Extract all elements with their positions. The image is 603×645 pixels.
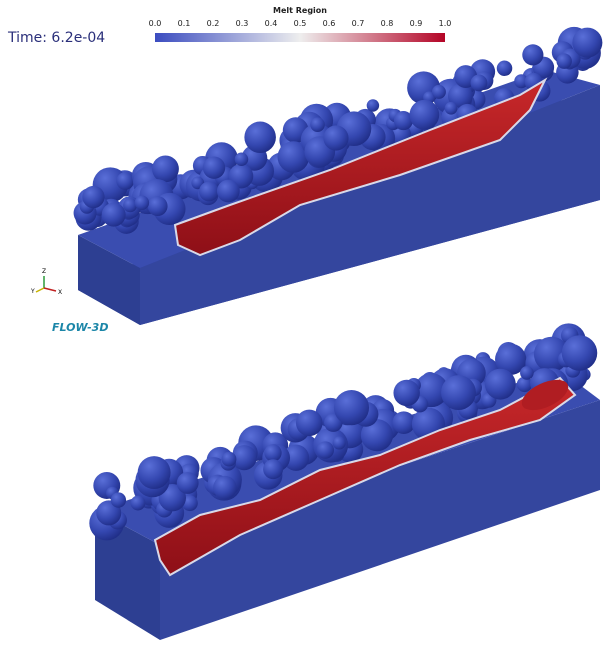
- axis-z-label: Z: [42, 268, 46, 275]
- powder-particle: [263, 459, 283, 479]
- powder-particle: [199, 182, 219, 202]
- powder-particle: [148, 196, 168, 216]
- screenshot: Time: 6.2e-04 Melt Region 0.0 0.1 0.2 0.3 0.…: [0, 0, 603, 645]
- powder-particle: [445, 102, 458, 115]
- powder-particle: [116, 172, 134, 190]
- axis-y: [36, 288, 44, 292]
- colorbar-tick-label: 0.0: [149, 19, 162, 28]
- powder-particle: [471, 74, 488, 91]
- colorbar-tick-label: 0.9: [410, 19, 423, 28]
- powder-particle: [235, 153, 249, 167]
- colorbar-tick-label: 0.4: [265, 19, 278, 28]
- colorbar-tick-label: 0.1: [178, 19, 191, 28]
- powder-particle: [323, 125, 348, 150]
- powder-particle: [497, 61, 512, 76]
- axis-x: [44, 288, 56, 291]
- powder-particle: [111, 492, 126, 507]
- colorbar-title: Melt Region: [273, 6, 327, 15]
- powder-particle: [82, 186, 104, 208]
- logo: FLOW-3D: [52, 321, 108, 334]
- powder-particle: [572, 28, 602, 58]
- powder-particle: [334, 390, 369, 425]
- powder-particle: [441, 375, 476, 410]
- powder-particle: [222, 452, 237, 467]
- powder-particle: [485, 369, 516, 400]
- powder-particle: [296, 410, 323, 437]
- colorbar-tick-label: 0.7: [352, 19, 365, 28]
- powder-particle: [131, 496, 146, 511]
- powder-particle: [409, 100, 439, 130]
- powder-particle: [217, 180, 240, 203]
- powder-particle: [556, 53, 571, 68]
- powder-particle: [244, 121, 276, 153]
- axis-x-label: X: [58, 289, 62, 296]
- powder-particle: [432, 85, 446, 99]
- colorbar-tick-label: 0.5: [294, 19, 307, 28]
- powder-particle: [123, 198, 137, 212]
- powder-particle: [213, 476, 236, 499]
- render: Time: 6.2e-04 Melt Region 0.0 0.1 0.2 0.3 0.…: [0, 0, 603, 645]
- powder-particle: [102, 203, 126, 227]
- powder-particle: [177, 472, 199, 494]
- colorbar-tick-label: 0.3: [236, 19, 249, 28]
- powder-particle: [135, 196, 149, 210]
- powder-particle: [562, 335, 598, 371]
- colorbar-tick-label: 0.8: [381, 19, 394, 28]
- colorbar-tick-label: 0.2: [207, 19, 220, 28]
- powder-particle: [152, 155, 179, 182]
- powder-particle: [367, 99, 379, 111]
- colorbar-tick-label: 1.0: [439, 19, 452, 28]
- axis-y-label: Y: [30, 288, 35, 295]
- colorbar-tick-label: 0.6: [323, 19, 336, 28]
- powder-particle: [393, 380, 419, 406]
- powder-particle: [522, 44, 543, 65]
- powder-particle: [333, 436, 346, 449]
- powder-particle: [264, 444, 281, 461]
- powder-particle: [138, 456, 171, 489]
- time-label: Time: 6.2e-04: [7, 30, 105, 46]
- powder-particle: [392, 411, 415, 434]
- colorbar: [155, 33, 445, 42]
- powder-particle: [203, 157, 225, 179]
- powder-particle: [317, 441, 334, 458]
- powder-particle: [310, 117, 325, 132]
- powder-particle: [520, 366, 534, 380]
